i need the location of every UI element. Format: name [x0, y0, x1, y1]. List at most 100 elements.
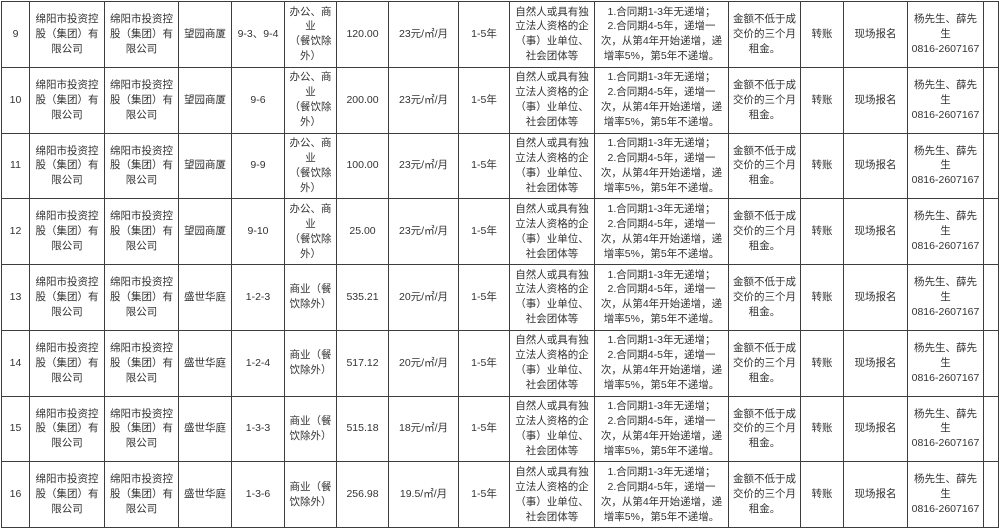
table-row: 10 绵阳市投资控股（集团）有限公司 绵阳市投资控股（集团）有限公司 望园商厦 9-6 办…: [1, 66, 999, 134]
cell-eligibility: 自然人或具有独立法人资格的企（事）业单位、社会团体等: [509, 66, 595, 134]
cell-blank: [983, 461, 999, 528]
table-row: 13 绵阳市投资控股（集团）有限公司 绵阳市投资控股（集团）有限公司 盛世华庭 1-2-…: [1, 264, 999, 331]
cell-price: 23元/㎡/月: [388, 66, 459, 134]
cell-conditions: 1.合同期1-3年无递增； 2.合同期4-5年，递增一次，从第4年开始递增，递增率…: [594, 132, 729, 200]
cell-contact: 杨先生、薛先生 0816-2607167: [907, 198, 984, 265]
cell-deposit: 金额不低于成交价的三个月租金。: [728, 132, 801, 200]
cell-conditions-line: 1.合同期1-3年无递增；: [607, 465, 716, 478]
cell-term: 1-5年: [458, 461, 510, 528]
cell-blank: [983, 198, 999, 265]
cell-contact-line: 0816-2607167: [911, 305, 980, 318]
cell-registration: 现场报名: [843, 395, 908, 463]
cell-building: 望园商厦: [178, 66, 232, 134]
cell-conditions-line: 2.合同期4-5年，递增一次，从第4年开始递增，递增率5%，第5年不递增。: [600, 283, 723, 326]
cell-building: 盛世华庭: [178, 395, 232, 463]
cell-usage: 办公、商业 （餐饮除外）: [284, 198, 337, 265]
cell-contact-line: 0816-2607167: [911, 42, 980, 55]
cell-usage-line: （餐饮除外）: [289, 166, 332, 194]
cell-conditions-line: 1.合同期1-3年无递增；: [607, 268, 716, 281]
cell-contact-line: 0816-2607167: [911, 503, 980, 516]
cell-conditions-line: 1.合同期1-3年无递增；: [607, 5, 716, 18]
cell-building: 盛世华庭: [178, 264, 232, 331]
cell-manager: 绵阳市投资控股（集团）有限公司: [104, 329, 179, 397]
cell-eligibility: 自然人或具有独立法人资格的企（事）业单位、社会团体等: [509, 1, 595, 68]
cell-manager: 绵阳市投资控股（集团）有限公司: [104, 461, 179, 528]
cell-price: 23元/㎡/月: [388, 1, 459, 68]
cell-usage: 商业（餐饮除外）: [284, 395, 337, 463]
cell-area: 515.18: [336, 395, 389, 463]
cell-unit: 9-3、9-4: [231, 1, 285, 68]
cell-deposit: 金额不低于成交价的三个月租金。: [728, 264, 801, 331]
cell-owner: 绵阳市投资控股（集团）有限公司: [29, 132, 105, 200]
cell-payment: 转账: [800, 66, 844, 134]
cell-contact: 杨先生、薛先生 0816-2607167: [907, 264, 984, 331]
cell-contact-line: 0816-2607167: [911, 437, 980, 450]
cell-payment: 转账: [800, 198, 844, 265]
cell-price: 23元/㎡/月: [388, 132, 459, 200]
cell-area: 200.00: [336, 66, 389, 134]
cell-registration: 现场报名: [843, 198, 908, 265]
cell-conditions: 1.合同期1-3年无递增； 2.合同期4-5年，递增一次，从第4年开始递增，递增率…: [594, 395, 729, 463]
table-row: 11 绵阳市投资控股（集团）有限公司 绵阳市投资控股（集团）有限公司 望园商厦 9-9 办…: [1, 132, 999, 200]
cell-usage-line: （餐饮除外）: [289, 35, 332, 63]
cell-conditions-line: 2.合同期4-5年，递增一次，从第4年开始递增，递增率5%，第5年不递增。: [600, 86, 723, 129]
cell-unit: 1-2-3: [231, 264, 285, 331]
cell-usage-line: 办公、商业: [289, 71, 332, 99]
cell-conditions: 1.合同期1-3年无递增； 2.合同期4-5年，递增一次，从第4年开始递增，递增率…: [594, 66, 729, 134]
cell-conditions: 1.合同期1-3年无递增； 2.合同期4-5年，递增一次，从第4年开始递增，递增率…: [594, 198, 729, 265]
cell-usage-line: 办公、商业: [289, 202, 332, 230]
cell-registration: 现场报名: [843, 66, 908, 134]
cell-contact-line: 杨先生、薛先生: [914, 341, 977, 369]
cell-contact-line: 杨先生、薛先生: [914, 210, 977, 238]
cell-deposit: 金额不低于成交价的三个月租金。: [728, 329, 801, 397]
cell-contact-line: 0816-2607167: [911, 371, 980, 384]
cell-registration: 现场报名: [843, 132, 908, 200]
cell-building: 盛世华庭: [178, 461, 232, 528]
cell-building: 望园商厦: [178, 1, 232, 68]
cell-payment: 转账: [800, 132, 844, 200]
cell-usage-line: （餐饮除外）: [289, 232, 332, 260]
cell-blank: [983, 264, 999, 331]
cell-deposit: 金额不低于成交价的三个月租金。: [728, 66, 801, 134]
cell-contact-line: 杨先生、薛先生: [914, 144, 977, 172]
cell-registration: 现场报名: [843, 264, 908, 331]
cell-eligibility: 自然人或具有独立法人资格的企（事）业单位、社会团体等: [509, 132, 595, 200]
cell-no: 11: [1, 132, 30, 200]
cell-conditions-line: 2.合同期4-5年，递增一次，从第4年开始递增，递增率5%，第5年不递增。: [600, 480, 723, 523]
cell-eligibility: 自然人或具有独立法人资格的企（事）业单位、社会团体等: [509, 329, 595, 397]
cell-manager: 绵阳市投资控股（集团）有限公司: [104, 66, 179, 134]
cell-manager: 绵阳市投资控股（集团）有限公司: [104, 1, 179, 68]
cell-owner: 绵阳市投资控股（集团）有限公司: [29, 198, 105, 265]
cell-area: 25.00: [336, 198, 389, 265]
cell-usage-line: （餐饮除外）: [289, 101, 332, 129]
cell-blank: [983, 132, 999, 200]
cell-conditions-line: 1.合同期1-3年无递增；: [607, 137, 716, 150]
cell-contact-line: 0816-2607167: [911, 108, 980, 121]
cell-no: 9: [1, 1, 30, 68]
cell-term: 1-5年: [458, 198, 510, 265]
cell-conditions-line: 2.合同期4-5年，递增一次，从第4年开始递增，递增率5%，第5年不递增。: [600, 151, 723, 194]
cell-blank: [983, 66, 999, 134]
cell-owner: 绵阳市投资控股（集团）有限公司: [29, 395, 105, 463]
cell-price: 23元/㎡/月: [388, 198, 459, 265]
cell-owner: 绵阳市投资控股（集团）有限公司: [29, 461, 105, 528]
cell-term: 1-5年: [458, 132, 510, 200]
cell-usage-line: 商业（餐饮除外）: [289, 480, 332, 508]
cell-area: 120.00: [336, 1, 389, 68]
cell-area: 517.12: [336, 329, 389, 397]
cell-unit: 9-9: [231, 132, 285, 200]
cell-contact: 杨先生、薛先生 0816-2607167: [907, 132, 984, 200]
cell-area: 535.21: [336, 264, 389, 331]
cell-contact: 杨先生、薛先生 0816-2607167: [907, 329, 984, 397]
cell-usage-line: 商业（餐饮除外）: [289, 283, 332, 311]
cell-manager: 绵阳市投资控股（集团）有限公司: [104, 198, 179, 265]
cell-conditions-line: 1.合同期1-3年无递增；: [607, 71, 716, 84]
cell-contact: 杨先生、薛先生 0816-2607167: [907, 461, 984, 528]
cell-deposit: 金额不低于成交价的三个月租金。: [728, 1, 801, 68]
table-row: 12 绵阳市投资控股（集团）有限公司 绵阳市投资控股（集团）有限公司 望园商厦 9-10…: [1, 198, 999, 265]
cell-building: 盛世华庭: [178, 329, 232, 397]
cell-eligibility: 自然人或具有独立法人资格的企（事）业单位、社会团体等: [509, 395, 595, 463]
cell-conditions-line: 1.合同期1-3年无递增；: [607, 334, 716, 347]
cell-building: 望园商厦: [178, 198, 232, 265]
